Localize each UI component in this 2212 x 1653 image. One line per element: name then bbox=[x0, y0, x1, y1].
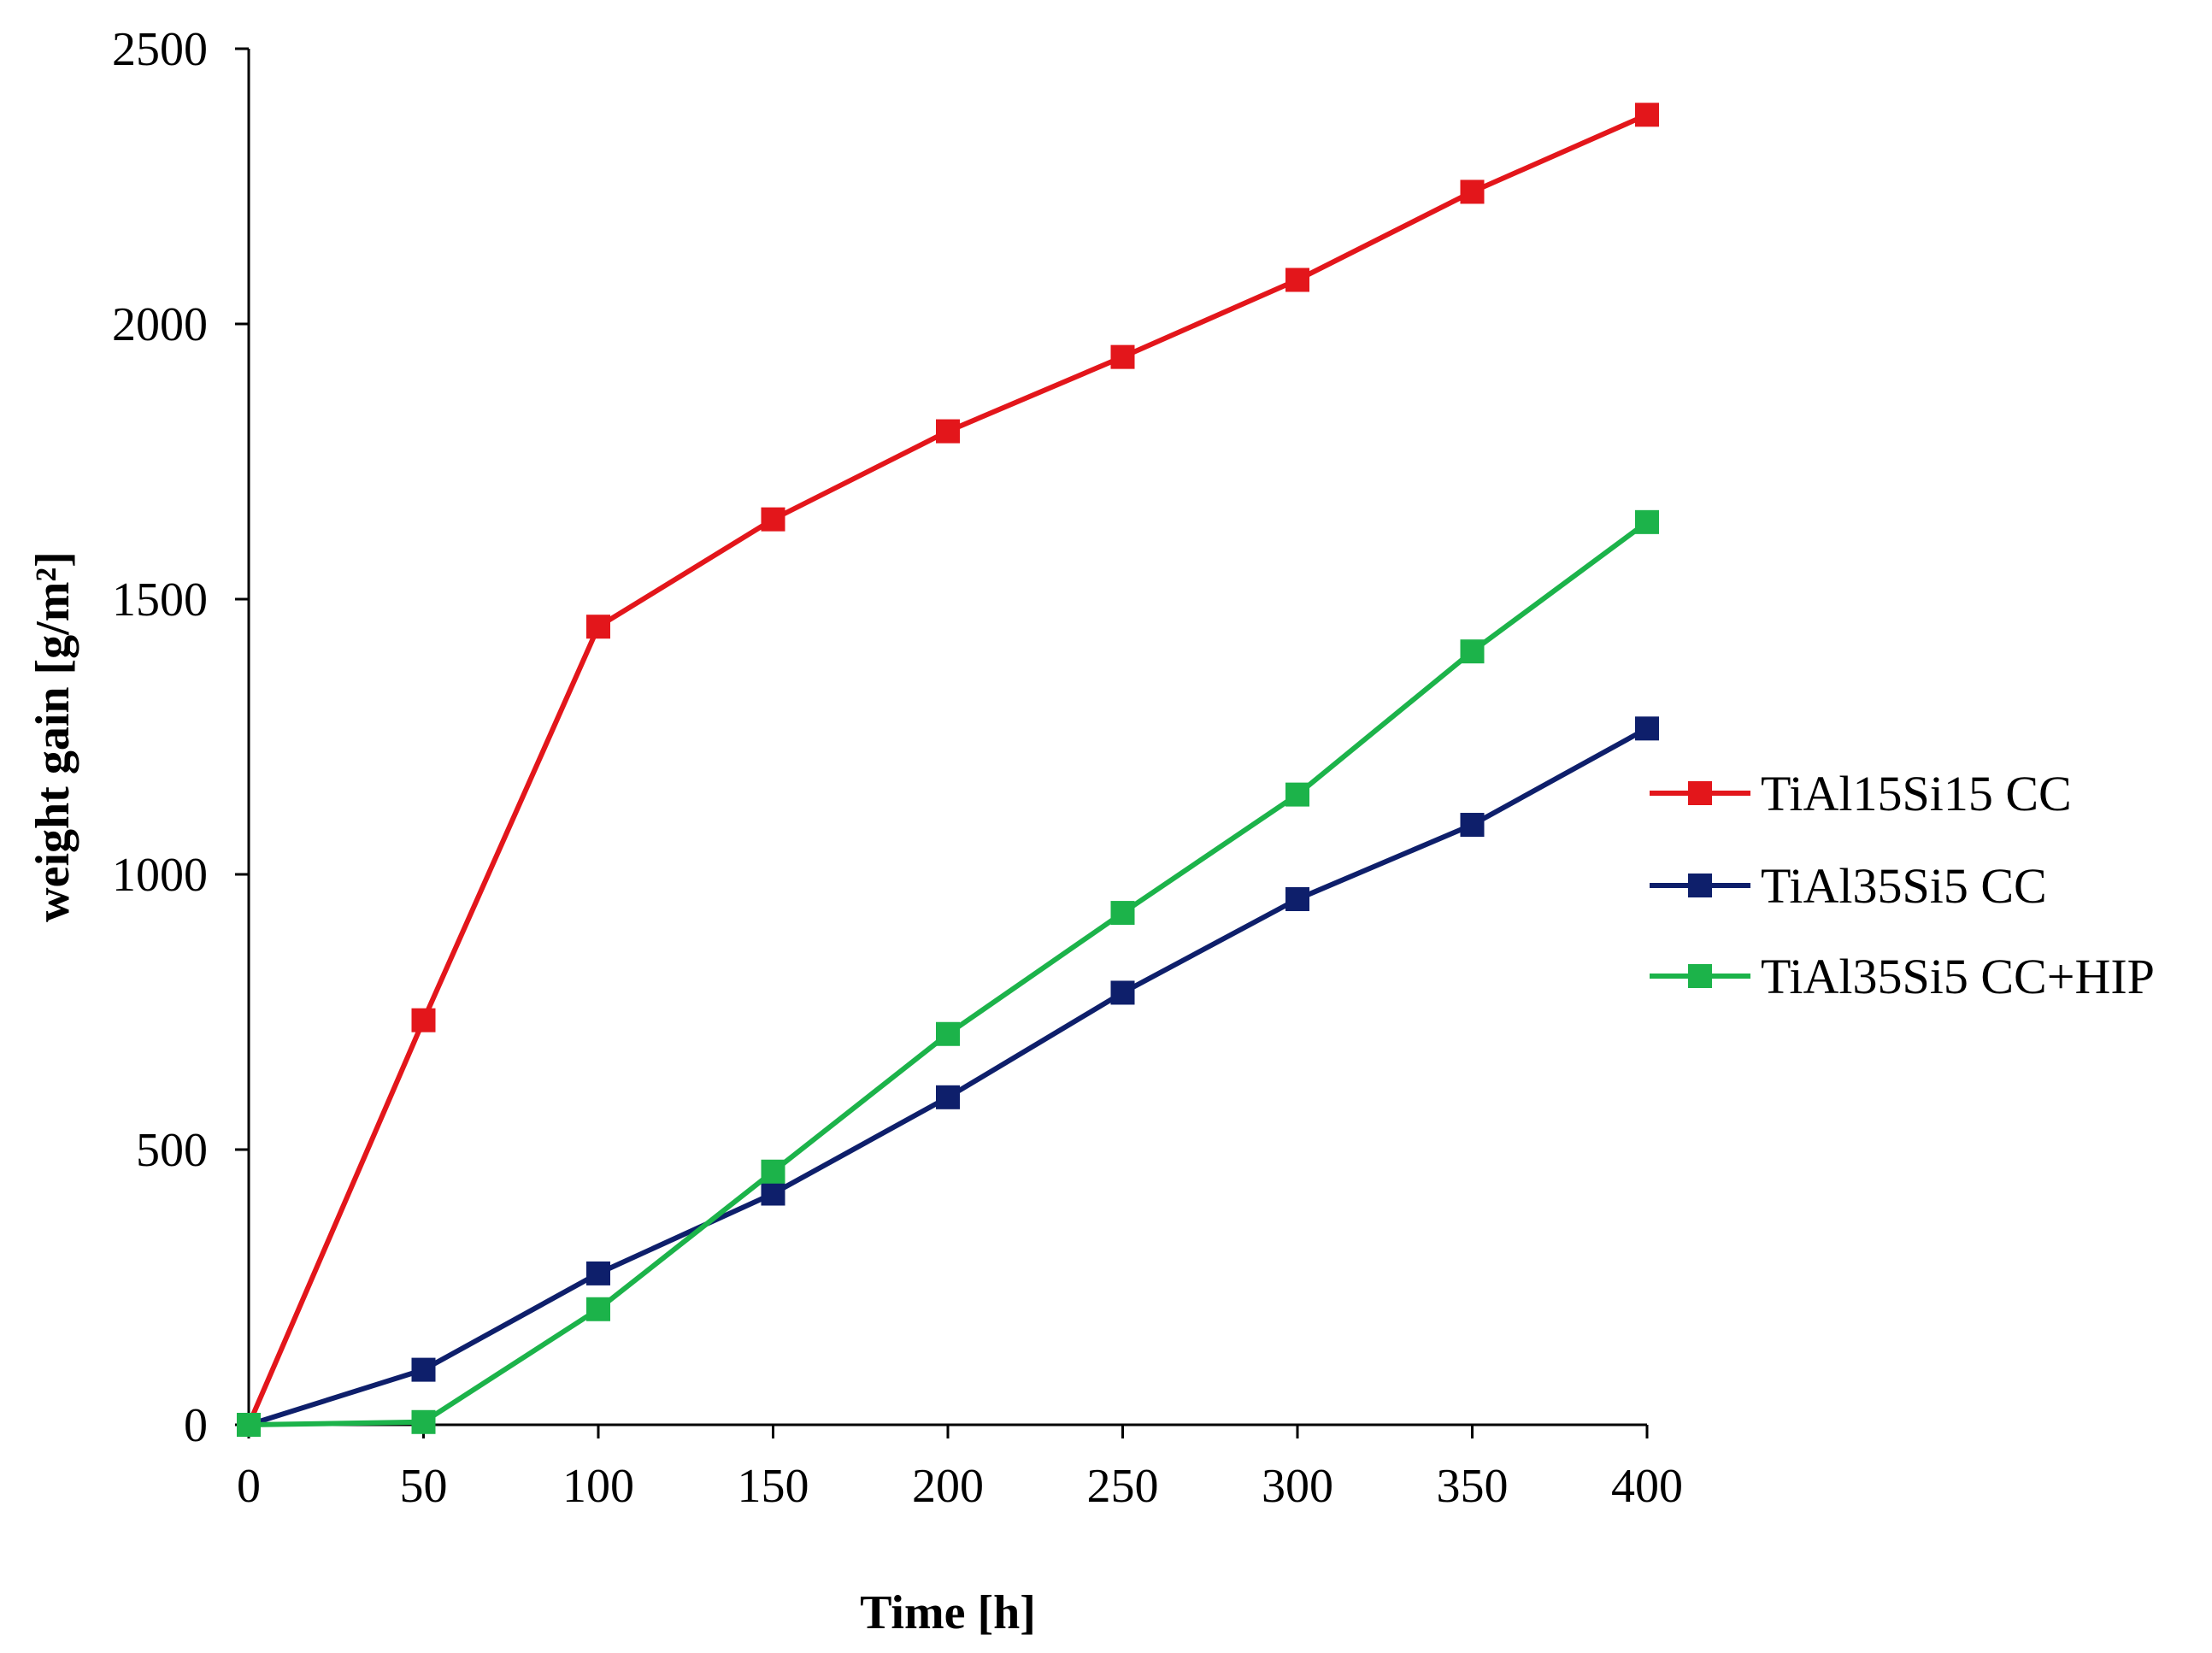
data-point bbox=[1110, 901, 1135, 926]
legend-marker bbox=[1688, 874, 1712, 897]
data-point bbox=[1285, 268, 1309, 292]
data-point bbox=[1460, 179, 1485, 204]
legend-marker bbox=[1688, 964, 1712, 988]
legend: TiAl15Si15 CC TiAl35Si5 CC TiAl35Si5 CC+HI… bbox=[1650, 766, 2155, 1004]
series-layer bbox=[237, 103, 1659, 1437]
data-point bbox=[1285, 886, 1309, 911]
data-point bbox=[411, 1008, 436, 1032]
series-line bbox=[248, 726, 1649, 1427]
legend-label: TiAl35Si5 CC+HIP bbox=[1761, 949, 2155, 1004]
data-point bbox=[237, 1413, 261, 1437]
data-point bbox=[411, 1357, 436, 1382]
legend-marker bbox=[1688, 781, 1712, 805]
data-point bbox=[936, 1021, 960, 1046]
series-3 bbox=[237, 509, 1659, 1437]
y-tick-label: 1500 bbox=[112, 574, 208, 626]
x-tick-label: 350 bbox=[1437, 1460, 1509, 1513]
data-point bbox=[1635, 103, 1659, 127]
series-line bbox=[246, 112, 1649, 1427]
data-point bbox=[761, 507, 785, 532]
data-point bbox=[936, 419, 960, 444]
data-point bbox=[1635, 509, 1659, 534]
legend-entry: TiAl15Si15 CC bbox=[1650, 766, 2072, 821]
x-tick-label: 250 bbox=[1087, 1460, 1159, 1513]
y-tick-label: 0 bbox=[184, 1399, 208, 1452]
data-point bbox=[936, 1085, 960, 1109]
x-tick-label: 100 bbox=[562, 1460, 634, 1513]
data-point bbox=[411, 1409, 436, 1434]
y-ticks: 0 500 1000 1500 2000 2500 bbox=[112, 23, 249, 1452]
series-2 bbox=[237, 716, 1659, 1437]
x-tick-label: 200 bbox=[912, 1460, 984, 1513]
series-1 bbox=[237, 103, 1659, 1437]
x-tick-label: 300 bbox=[1262, 1460, 1333, 1513]
data-point bbox=[586, 1261, 610, 1285]
data-point bbox=[586, 615, 610, 639]
y-tick-label: 2500 bbox=[112, 23, 208, 76]
x-axis-title: Time [h] bbox=[860, 1586, 1036, 1639]
data-point bbox=[761, 1159, 785, 1184]
data-point bbox=[1460, 813, 1485, 838]
x-tick-label: 0 bbox=[237, 1460, 261, 1513]
data-point bbox=[1110, 344, 1135, 369]
y-tick-label: 500 bbox=[136, 1124, 208, 1177]
x-ticks: 0 50 100 150 200 250 300 350 400 bbox=[237, 1425, 1683, 1513]
series-line bbox=[248, 520, 1649, 1427]
y-tick-label: 1000 bbox=[112, 849, 208, 902]
x-tick-label: 150 bbox=[738, 1460, 809, 1513]
data-point bbox=[1110, 980, 1135, 1005]
legend-label: TiAl35Si5 CC bbox=[1761, 858, 2047, 914]
legend-entry: TiAl35Si5 CC bbox=[1650, 858, 2047, 914]
y-tick-label: 2000 bbox=[112, 298, 208, 351]
x-tick-label: 50 bbox=[400, 1460, 448, 1513]
data-point bbox=[1285, 782, 1309, 807]
data-point bbox=[586, 1297, 610, 1321]
data-point bbox=[1635, 716, 1659, 741]
axes: 0 500 1000 1500 2000 2500 0 50 100 150 200 250 300 3… bbox=[112, 23, 1683, 1513]
data-point bbox=[1460, 639, 1485, 664]
data-point bbox=[761, 1181, 785, 1206]
legend-label: TiAl15Si15 CC bbox=[1761, 766, 2072, 821]
x-tick-label: 400 bbox=[1611, 1460, 1683, 1513]
legend-entry: TiAl35Si5 CC+HIP bbox=[1650, 949, 2155, 1004]
y-axis-title: weight gain [g/m²] bbox=[26, 551, 79, 922]
